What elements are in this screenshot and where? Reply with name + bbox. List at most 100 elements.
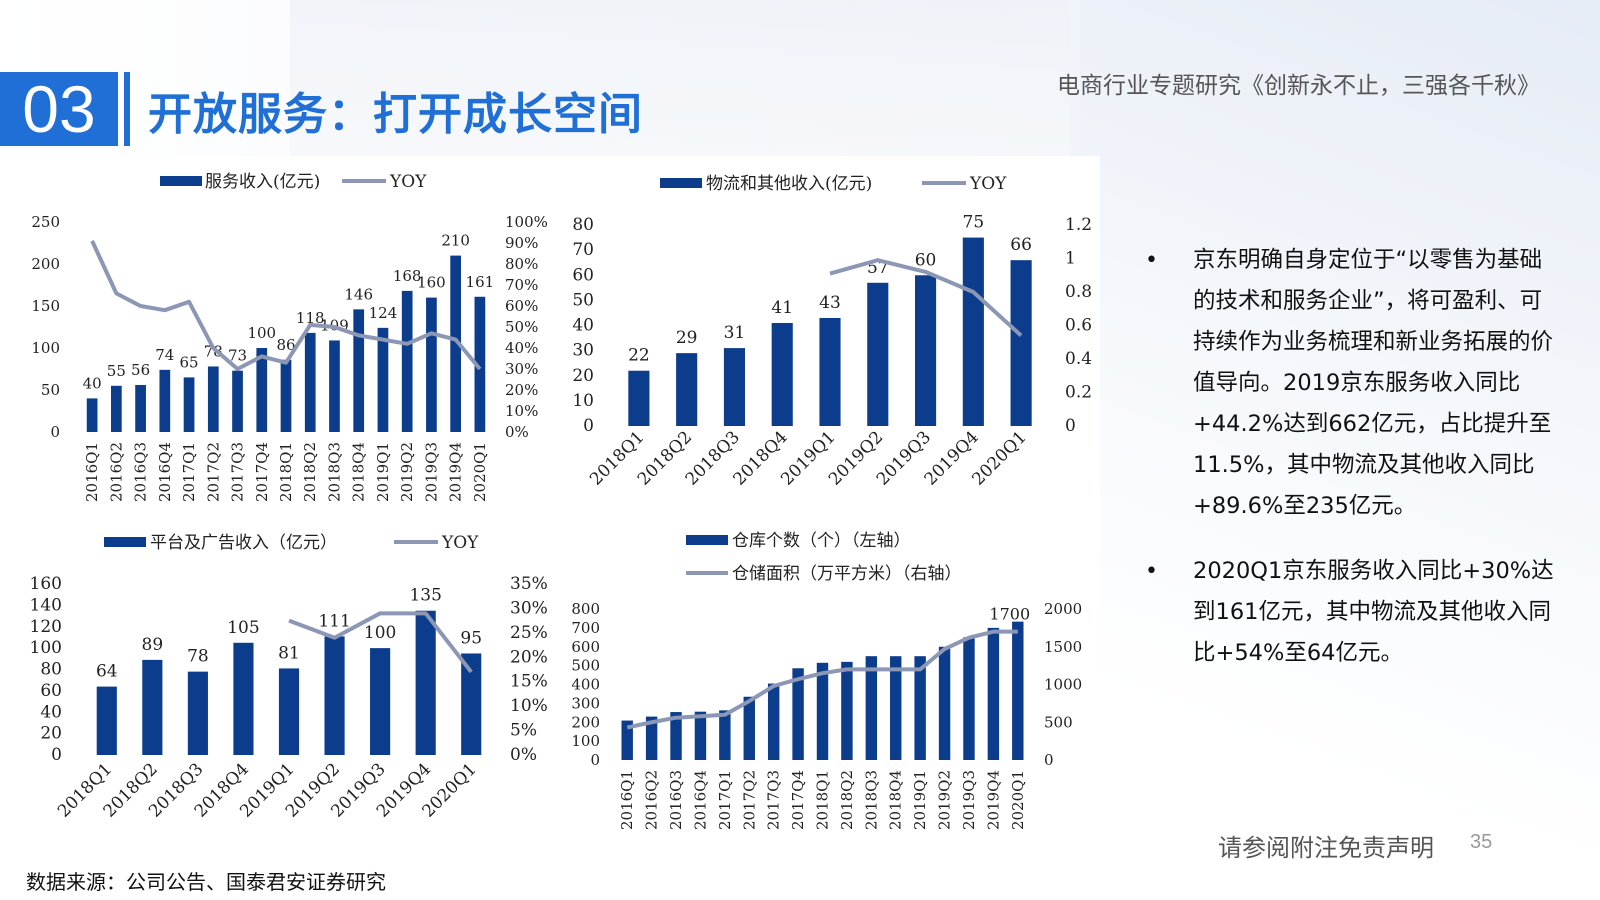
x-tick-label: 2016Q1 [618,770,636,830]
y-tick-left: 60 [572,265,594,285]
data-label: 64 [96,662,118,682]
y-tick-left: 300 [571,694,600,712]
data-label: 40 [83,374,102,392]
bullet-dot-icon: • [1145,559,1158,584]
x-tick-label: 2017Q1 [180,442,198,502]
y-tick-left: 200 [571,713,600,731]
y-tick-left: 40 [40,702,62,722]
y-tick-left: 100 [31,339,60,357]
y-tick-right: 60% [505,297,538,315]
section-divider [124,72,130,146]
bar [767,683,780,760]
x-tick-label: 2019Q4 [984,770,1002,830]
y-tick-right: 0 [1065,416,1076,436]
y-tick-left: 70 [572,240,594,260]
y-tick-right: 15% [510,672,548,692]
y-tick-left: 0 [583,416,594,436]
y-tick-right: 10% [510,696,548,716]
data-label: 124 [369,304,398,322]
bar [819,317,841,426]
legend-bar-swatch [660,178,702,188]
y-tick-left: 20 [572,366,594,386]
data-label: 95 [460,628,482,648]
y-tick-right: 90% [505,234,538,252]
data-label: 65 [180,353,199,371]
x-tick-label: 2020Q1 [471,442,489,502]
data-label: 89 [142,635,164,655]
y-tick-right: 0% [510,745,537,765]
x-tick-label: 2019Q2 [936,770,954,830]
bullet-dot-icon: • [1145,248,1158,273]
y-tick-left: 200 [31,255,60,273]
bar [280,359,292,432]
x-tick-label: 2018Q4 [350,442,368,502]
bar [142,659,163,755]
x-tick-label: 2018Q3 [325,442,343,502]
bar [232,370,243,432]
bar [183,377,195,432]
yoy-line [90,240,482,371]
x-tick-label: 2016Q1 [83,442,101,502]
y-tick-left: 400 [571,676,600,694]
y-tick-right: 50% [505,318,538,336]
y-tick-left: 10 [572,391,594,411]
charts-svg: 服务收入(亿元) YOY0501001502002500%10%20%30%40%… [30,172,1093,830]
data-label: 43 [819,293,841,313]
x-tick-label: 2018Q2 [838,770,856,830]
bar [628,370,650,426]
data-label: 22 [628,346,650,366]
bar [233,642,254,755]
yoy-line [288,611,473,674]
data-label: 56 [131,361,150,379]
x-tick-label: 2019Q1 [911,770,929,830]
legend-label: 仓库个数（个）（左轴） [732,531,911,551]
data-label: 81 [278,643,300,663]
x-tick-label: 2020Q1 [1009,770,1027,830]
data-label: 161 [466,273,495,291]
y-tick-right: 0.4 [1065,349,1092,369]
bar [792,668,804,760]
y-tick-right: 0.2 [1065,383,1092,403]
bar [914,656,926,760]
data-label: 111 [318,611,350,631]
yoy-line [626,629,1018,730]
y-tick-right: 30% [505,360,538,378]
x-tick-label: 2017Q3 [765,770,783,830]
x-tick-label: 2017Q3 [229,442,247,502]
bar [96,686,117,755]
y-tick-right: 80% [505,255,538,273]
x-tick-label: 2019Q3 [960,770,978,830]
x-tick-label: 2018Q1 [814,770,832,830]
data-label: 100 [247,324,276,342]
y-tick-right: 25% [510,623,548,643]
y-tick-right: 0 [1044,751,1054,769]
y-tick-left: 160 [30,574,62,594]
bar [370,648,391,755]
data-label: 1700 [989,605,1030,624]
bar [474,296,486,432]
x-tick-label: 2017Q4 [253,442,271,502]
y-tick-left: 150 [31,297,60,315]
x-tick-label: 2016Q2 [643,770,661,830]
disclaimer-link[interactable]: 请参阅附注免责声明 [1218,834,1434,862]
page-number: 35 [1470,831,1493,853]
bar [962,237,984,426]
bar [159,369,171,432]
x-tick-label: 2018Q2 [301,442,319,502]
bar [938,646,951,760]
y-tick-right: 35% [510,574,548,594]
y-tick-right: 0% [505,423,529,441]
bar [1010,260,1032,426]
data-label: 100 [364,623,396,643]
y-tick-left: 500 [571,657,600,675]
x-tick-label: 2018Q4 [887,770,905,830]
y-tick-left: 40 [572,316,594,336]
x-tick-label: 2017Q1 [716,770,734,830]
y-tick-right: 10% [505,402,538,420]
bar [86,398,98,432]
legend-label: 平台及广告收入（亿元） [150,533,337,553]
legend-bar-swatch [686,535,728,545]
y-tick-right: 1 [1065,249,1076,269]
bar [645,716,658,760]
x-tick-label: 2016Q3 [132,442,150,502]
